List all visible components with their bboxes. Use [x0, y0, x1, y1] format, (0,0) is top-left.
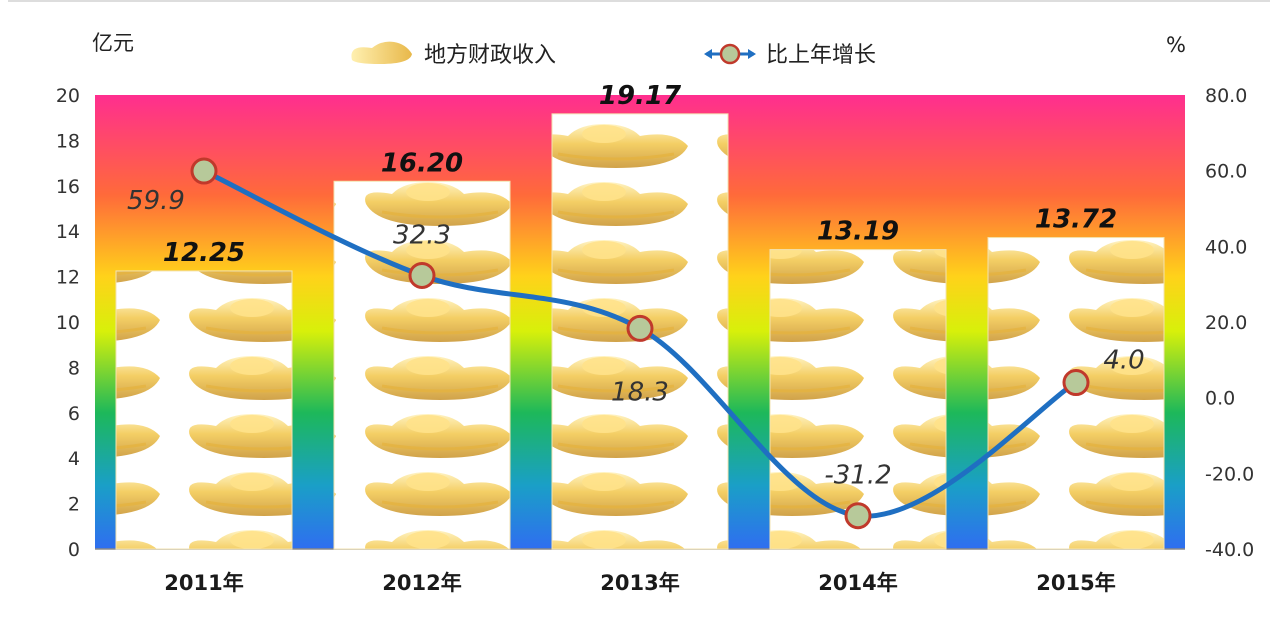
bar-value-label: 13.19	[817, 217, 899, 247]
left-axis: 0 2 4 6 8 10 12 14 16 18 20	[56, 85, 80, 561]
right-tick-label: -40.0	[1205, 539, 1254, 561]
growth-point	[190, 157, 218, 185]
category-label: 2014年	[818, 571, 897, 595]
growth-point	[1062, 369, 1090, 397]
left-tick-label: 0	[68, 539, 80, 561]
category-label: 2013年	[600, 571, 679, 595]
category-label: 2015年	[1036, 571, 1115, 595]
bar	[333, 180, 511, 550]
right-tick-label: 60.0	[1205, 161, 1247, 183]
left-tick-label: 2	[68, 494, 80, 516]
line-series	[190, 157, 1090, 530]
bar	[115, 270, 293, 550]
right-axis: -40.0 -20.0 0.0 20.0 40.0 60.0 80.0	[1205, 85, 1254, 561]
line-value-labels: 59.9 32.3 18.3 -31.2 4.0	[127, 186, 1145, 491]
bar-value-label: 13.72	[1035, 205, 1117, 235]
legend-line-swatch	[704, 43, 756, 65]
legend-bar-swatch	[351, 41, 412, 64]
category-label: 2011年	[164, 571, 243, 595]
left-tick-label: 4	[68, 448, 80, 470]
right-tick-label: 20.0	[1205, 312, 1247, 334]
left-tick-label: 14	[56, 221, 80, 243]
bar-value-label: 19.17	[599, 81, 682, 111]
left-tick-label: 16	[56, 176, 80, 198]
bar-value-label: 16.20	[381, 148, 463, 178]
growth-value-label: 32.3	[393, 220, 451, 250]
top-border	[8, 0, 1270, 2]
left-tick-label: 20	[56, 85, 80, 107]
right-axis-unit: %	[1166, 33, 1186, 57]
right-tick-label: -20.0	[1205, 463, 1254, 485]
legend-bar-label: 地方财政收入	[424, 43, 556, 68]
left-tick-label: 6	[68, 403, 80, 425]
legend: 地方财政收入 比上年增长	[351, 41, 876, 68]
category-axis: 2011年 2012年 2013年 2014年 2015年	[164, 571, 1115, 595]
growth-value-label: -31.2	[824, 461, 891, 491]
right-tick-label: 40.0	[1205, 236, 1247, 258]
category-label: 2012年	[382, 571, 461, 595]
left-axis-unit: 亿元	[92, 31, 134, 55]
growth-point	[844, 502, 872, 530]
growth-value-label: 18.3	[611, 377, 669, 407]
left-tick-label: 18	[56, 130, 80, 152]
bar	[769, 249, 947, 550]
bar-series	[115, 113, 1165, 550]
bar-value-labels: 12.25 16.20 19.17 13.19 13.72	[163, 81, 1117, 268]
growth-point	[408, 261, 436, 289]
left-tick-label: 10	[56, 312, 80, 334]
growth-value-label: 4.0	[1103, 346, 1144, 376]
bar-value-label: 12.25	[163, 238, 245, 268]
growth-value-label: 59.9	[127, 186, 185, 216]
right-tick-label: 80.0	[1205, 85, 1247, 107]
legend-line-label: 比上年增长	[766, 43, 876, 68]
left-tick-label: 12	[56, 267, 80, 289]
right-tick-label: 0.0	[1205, 388, 1235, 410]
left-tick-label: 8	[68, 357, 80, 379]
growth-point	[626, 314, 654, 342]
